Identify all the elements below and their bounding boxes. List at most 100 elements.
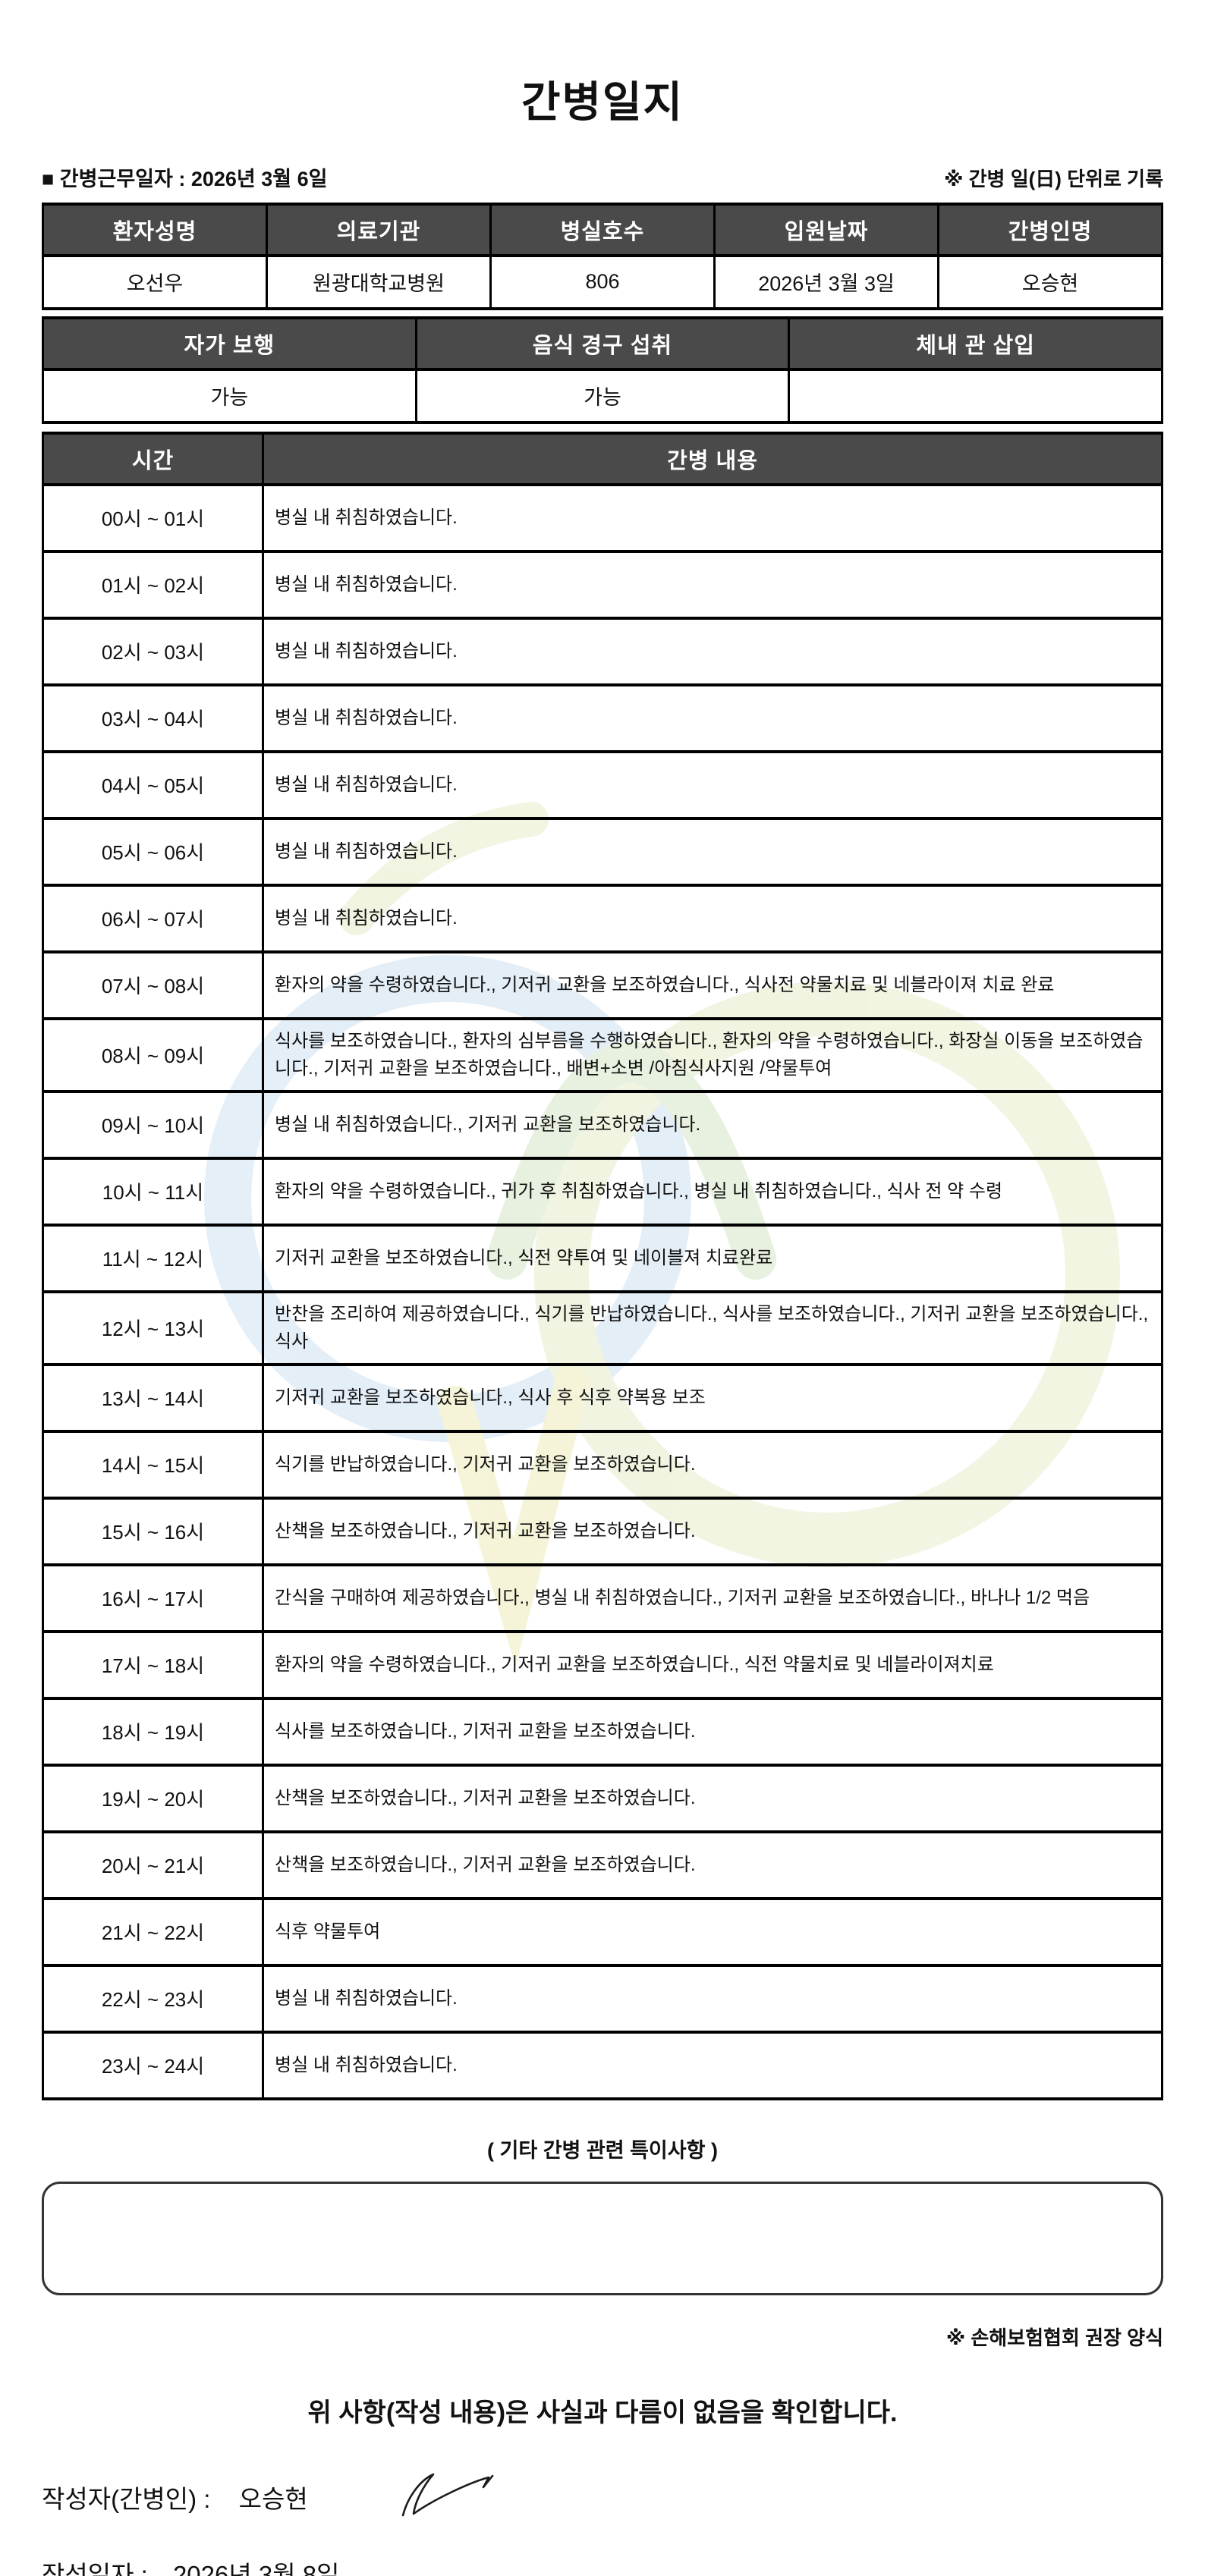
table-row: 01시 ~ 02시 병실 내 취침하였습니다.: [42, 549, 1163, 620]
patient-info-header-cell: 간병인명: [937, 202, 1163, 257]
time-column-header: 시간: [42, 431, 264, 486]
care-content: 병실 내 취침하였습니다., 기저귀 교환을 보조하였습니다.: [262, 1089, 1163, 1160]
write-date-value: 2026년 3월 8일: [172, 2560, 340, 2576]
care-log-header-row: 시간 간병 내용: [42, 431, 1163, 486]
table-row: 04시 ~ 05시 병실 내 취침하였습니다.: [42, 749, 1163, 820]
work-date-label: ■ 간병근무일자 : 2026년 3월 6일: [42, 167, 328, 190]
confirmation-statement: 위 사항(작성 내용)은 사실과 다름이 없음을 확인합니다.: [307, 2398, 898, 2427]
patient-info-value-cell: 오선우: [42, 253, 268, 310]
patient-status-header-cell: 체내 관 삽입: [788, 316, 1163, 371]
time-slot: 15시 ~ 16시: [42, 1496, 264, 1566]
patient-info-header-row: 환자성명 의료기관 병실호수 입원날짜 간병인명: [42, 202, 1163, 257]
patient-info-value-row: 오선우 원광대학교병원 806 2026년 3월 3일 오승현: [42, 253, 1163, 310]
care-content: 병실 내 취침하였습니다.: [262, 816, 1163, 887]
content-column-header: 간병 내용: [262, 431, 1163, 486]
care-content: 환자의 약을 수령하였습니다., 기저귀 교환을 보조하였습니다., 식사전 약…: [262, 950, 1163, 1020]
time-slot: 14시 ~ 15시: [42, 1429, 264, 1500]
care-content: 기저귀 교환을 보조하였습니다., 식사 후 식후 약복용 보조: [262, 1362, 1163, 1433]
signature: [401, 2473, 494, 2516]
table-row: 18시 ~ 19시 식사를 보조하였습니다., 기저귀 교환을 보조하였습니다.: [42, 1696, 1163, 1767]
care-content: 병실 내 취침하였습니다.: [262, 883, 1163, 953]
care-content: 산책을 보조하였습니다., 기저귀 교환을 보조하였습니다.: [262, 1496, 1163, 1566]
patient-info-header-cell: 입원날짜: [713, 202, 939, 257]
patient-status-value-row: 가능 가능: [42, 367, 1163, 424]
table-row: 12시 ~ 13시 반찬을 조리하여 제공하였습니다., 식기를 반납하였습니다…: [42, 1290, 1163, 1366]
time-slot: 07시 ~ 08시: [42, 950, 264, 1020]
patient-info-header-cell: 병실호수: [489, 202, 716, 257]
table-row: 16시 ~ 17시 간식을 구매하여 제공하였습니다., 병실 내 취침하였습니…: [42, 1563, 1163, 1633]
care-content: 산책을 보조하였습니다., 기저귀 교환을 보조하였습니다.: [262, 1830, 1163, 1900]
table-row: 05시 ~ 06시 병실 내 취침하였습니다.: [42, 816, 1163, 887]
time-slot: 22시 ~ 23시: [42, 1963, 264, 2034]
table-row: 22시 ~ 23시 병실 내 취침하였습니다.: [42, 1963, 1163, 2034]
care-content: 병실 내 취침하였습니다.: [262, 616, 1163, 686]
time-slot: 19시 ~ 20시: [42, 1763, 264, 1833]
table-row: 13시 ~ 14시 기저귀 교환을 보조하였습니다., 식사 후 식후 약복용 …: [42, 1362, 1163, 1433]
special-notes-heading: ( 기타 간병 관련 특이사항 ): [487, 2138, 718, 2162]
time-slot: 16시 ~ 17시: [42, 1563, 264, 1633]
care-content: 병실 내 취침하였습니다.: [262, 482, 1163, 553]
time-slot: 21시 ~ 22시: [42, 1896, 264, 1967]
table-row: 08시 ~ 09시 식사를 보조하였습니다., 환자의 심부름을 수행하였습니다…: [42, 1016, 1163, 1093]
patient-info-value-cell: 오승현: [937, 253, 1163, 310]
care-content: 병실 내 취침하였습니다.: [262, 549, 1163, 620]
time-slot: 06시 ~ 07시: [42, 883, 264, 953]
care-content: 병실 내 취침하였습니다.: [262, 2030, 1163, 2100]
care-content: 환자의 약을 수령하였습니다., 귀가 후 취침하였습니다., 병실 내 취침하…: [262, 1156, 1163, 1227]
patient-info-header-cell: 환자성명: [42, 202, 268, 257]
table-row: 02시 ~ 03시 병실 내 취침하였습니다.: [42, 616, 1163, 686]
page-title: 간병일지: [521, 78, 684, 126]
writer-name: 오승현: [238, 2484, 308, 2513]
write-date-label: 작성일자 :: [42, 2560, 155, 2576]
time-slot: 12시 ~ 13시: [42, 1290, 264, 1366]
table-row: 14시 ~ 15시 식기를 반납하였습니다., 기저귀 교환을 보조하였습니다.: [42, 1429, 1163, 1500]
table-row: 17시 ~ 18시 환자의 약을 수령하였습니다., 기저귀 교환을 보조하였습…: [42, 1629, 1163, 1700]
time-slot: 02시 ~ 03시: [42, 616, 264, 686]
patient-info-table: 환자성명 의료기관 병실호수 입원날짜 간병인명 오선우 원광대학교병원 806 2026년 …: [42, 202, 1163, 310]
care-content: 병실 내 취침하였습니다.: [262, 683, 1163, 753]
time-slot: 23시 ~ 24시: [42, 2030, 264, 2100]
patient-status-value-cell: 가능: [42, 367, 417, 424]
patient-status-header-cell: 음식 경구 섭취: [414, 316, 791, 371]
patient-status-header-row: 자가 보행 음식 경구 섭취 체내 관 삽입: [42, 316, 1163, 371]
care-log-table: 시간 간병 내용 00시 ~ 01시 병실 내 취침하였습니다. 01시 ~ 0…: [42, 431, 1163, 2100]
care-content: 병실 내 취침하였습니다.: [262, 749, 1163, 820]
table-row: 11시 ~ 12시 기저귀 교환을 보조하였습니다., 식전 약투여 및 네이블…: [42, 1223, 1163, 1293]
time-slot: 08시 ~ 09시: [42, 1016, 264, 1093]
table-row: 00시 ~ 01시 병실 내 취침하였습니다.: [42, 482, 1163, 553]
writer-row: 작성자(간병인) : 오승현: [42, 2473, 1163, 2516]
patient-info-header-cell: 의료기관: [266, 202, 492, 257]
table-row: 20시 ~ 21시 산책을 보조하였습니다., 기저귀 교환을 보조하였습니다.: [42, 1830, 1163, 1900]
time-slot: 04시 ~ 05시: [42, 749, 264, 820]
table-row: 19시 ~ 20시 산책을 보조하였습니다., 기저귀 교환을 보조하였습니다.: [42, 1763, 1163, 1833]
patient-info-value-cell: 원광대학교병원: [266, 253, 492, 310]
table-row: 10시 ~ 11시 환자의 약을 수령하였습니다., 귀가 후 취침하였습니다.…: [42, 1156, 1163, 1227]
unit-note: ※ 간병 일(日) 단위로 기록: [944, 167, 1163, 190]
care-content: 기저귀 교환을 보조하였습니다., 식전 약투여 및 네이블져 치료완료: [262, 1223, 1163, 1293]
patient-status-table: 자가 보행 음식 경구 섭취 체내 관 삽입 가능 가능: [42, 316, 1163, 424]
patient-info-value-cell: 806: [489, 253, 716, 310]
care-content: 병실 내 취침하였습니다.: [262, 1963, 1163, 2034]
write-date-row: 작성일자 : 2026년 3월 8일: [42, 2555, 1163, 2576]
time-slot: 05시 ~ 06시: [42, 816, 264, 887]
table-row: 03시 ~ 04시 병실 내 취침하였습니다.: [42, 683, 1163, 753]
patient-status-value-cell: [788, 367, 1163, 424]
table-row: 07시 ~ 08시 환자의 약을 수령하였습니다., 기저귀 교환을 보조하였습…: [42, 950, 1163, 1020]
time-slot: 11시 ~ 12시: [42, 1223, 264, 1293]
care-content: 산책을 보조하였습니다., 기저귀 교환을 보조하였습니다.: [262, 1763, 1163, 1833]
care-content: 식사를 보조하였습니다., 환자의 심부름을 수행하였습니다., 환자의 약을 …: [262, 1016, 1163, 1093]
time-slot: 01시 ~ 02시: [42, 549, 264, 620]
care-content: 식사를 보조하였습니다., 기저귀 교환을 보조하였습니다.: [262, 1696, 1163, 1767]
patient-status-value-cell: 가능: [414, 367, 791, 424]
special-notes-box: [42, 2181, 1163, 2295]
care-content: 환자의 약을 수령하였습니다., 기저귀 교환을 보조하였습니다., 식전 약물…: [262, 1629, 1163, 1700]
care-content: 반찬을 조리하여 제공하였습니다., 식기를 반납하였습니다., 식사를 보조하…: [262, 1290, 1163, 1366]
care-content: 간식을 구매하여 제공하였습니다., 병실 내 취침하였습니다., 기저귀 교환…: [262, 1563, 1163, 1633]
time-slot: 18시 ~ 19시: [42, 1696, 264, 1767]
table-row: 21시 ~ 22시 식후 약물투여: [42, 1896, 1163, 1967]
time-slot: 17시 ~ 18시: [42, 1629, 264, 1700]
time-slot: 13시 ~ 14시: [42, 1362, 264, 1433]
care-log-body: 00시 ~ 01시 병실 내 취침하였습니다. 01시 ~ 02시 병실 내 취…: [42, 482, 1163, 2100]
form-note: ※ 손해보험협회 권장 양식: [945, 2326, 1163, 2349]
